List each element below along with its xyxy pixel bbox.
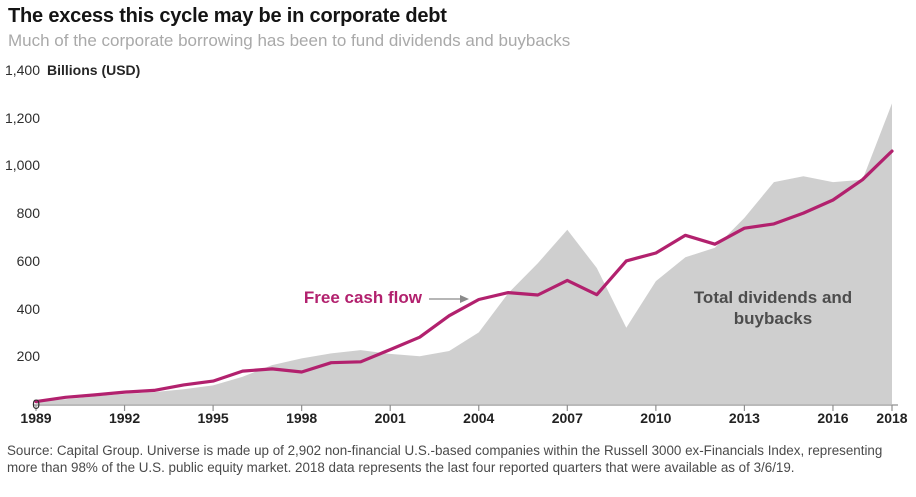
x-tick-label: 1992 — [108, 410, 141, 426]
x-tick-label: 1995 — [197, 410, 229, 426]
dividends-buybacks-label: Total dividends and buybacks — [693, 288, 853, 328]
page-subtitle: Much of the corporate borrowing has been… — [8, 31, 571, 50]
free-cash-flow-label: Free cash flow — [303, 288, 422, 307]
x-tick-label: 2010 — [640, 410, 672, 426]
annotation-arrow — [429, 295, 469, 303]
y-tick-label: 1,400 — [4, 62, 40, 78]
x-tick-label: 1998 — [286, 410, 318, 426]
arrow-right-icon — [460, 295, 469, 303]
line-series — [34, 149, 894, 404]
y-tick-label: 200 — [16, 348, 40, 365]
y-tick-label: 800 — [16, 205, 40, 222]
x-tick-label: 2001 — [374, 410, 406, 426]
x-tick-label: 2018 — [876, 410, 908, 426]
y-tick-label: 1,000 — [4, 157, 40, 174]
y-axis-unit-label: Billions (USD) — [47, 62, 141, 78]
x-tick-label: 2007 — [551, 410, 583, 426]
y-tick-label: 1,200 — [4, 109, 40, 126]
page-title: The excess this cycle may be in corporat… — [8, 5, 447, 27]
x-tick-label: 2016 — [817, 410, 849, 426]
x-tick-label: 1989 — [20, 410, 52, 426]
x-tick-label: 2013 — [728, 410, 760, 426]
y-tick-label: 400 — [16, 300, 40, 317]
y-tick-label: 0 — [32, 396, 40, 412]
area-series — [36, 103, 892, 405]
y-tick-label: 600 — [16, 252, 40, 269]
x-axis-ticks — [35, 405, 893, 411]
x-tick-label: 2004 — [463, 410, 495, 426]
source-note: Source: Capital Group. Universe is made … — [7, 443, 883, 475]
